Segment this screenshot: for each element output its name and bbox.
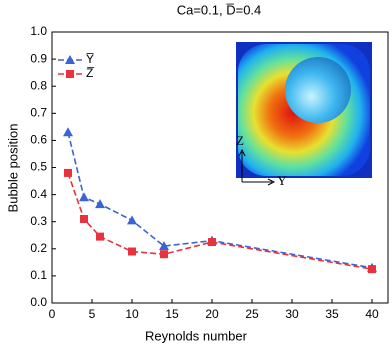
series-line [67, 172, 373, 270]
y-tick-label: 0.3 [30, 214, 47, 228]
x-tick-label: 0 [49, 307, 56, 321]
marker [160, 250, 168, 259]
marker [79, 192, 89, 202]
y-tick-label: 0.5 [30, 160, 47, 174]
x-tick-label: 10 [125, 307, 139, 321]
x-tick-label: 40 [365, 307, 379, 321]
x-tick-label: 15 [165, 307, 179, 321]
marker [80, 214, 88, 223]
y-tick-label: 0.1 [30, 268, 47, 282]
x-tick-label: 30 [285, 307, 299, 321]
y-tick-label: 0.7 [30, 105, 47, 119]
y-tick-label: 0.6 [30, 133, 47, 147]
x-tick-label: 5 [89, 307, 96, 321]
marker [64, 168, 72, 177]
legend-label: Y̅ [86, 52, 94, 66]
x-axis-label: Reynolds number [145, 328, 248, 343]
legend-marker [66, 70, 74, 78]
marker [159, 241, 169, 251]
marker [368, 265, 376, 274]
legend-label: Z̅ [86, 66, 95, 80]
y-tick-label: 0.2 [30, 241, 47, 255]
legend-marker [65, 55, 75, 64]
y-axis-label: Bubble position [5, 124, 20, 213]
marker [96, 232, 104, 241]
x-tick-label: 20 [205, 307, 219, 321]
inset-label: Z [236, 133, 244, 148]
y-tick-label: 0.9 [30, 51, 47, 65]
x-tick-label: 25 [245, 307, 259, 321]
x-tick-label: 35 [325, 307, 339, 321]
y-tick-label: 0.8 [30, 78, 47, 92]
y-tick-label: 0.0 [30, 295, 47, 309]
inset-arrow [238, 148, 276, 186]
inset-label: Y [277, 173, 287, 188]
marker [208, 238, 216, 247]
inset [236, 42, 372, 186]
marker [128, 247, 136, 256]
y-tick-label: 0.4 [30, 187, 47, 201]
chart-title: Ca=0.1, D̅=0.4 [177, 2, 262, 17]
inset-bubble [285, 57, 351, 123]
marker [63, 127, 73, 137]
y-tick-label: 1.0 [30, 24, 47, 38]
marker [127, 215, 137, 225]
marker [95, 199, 105, 209]
